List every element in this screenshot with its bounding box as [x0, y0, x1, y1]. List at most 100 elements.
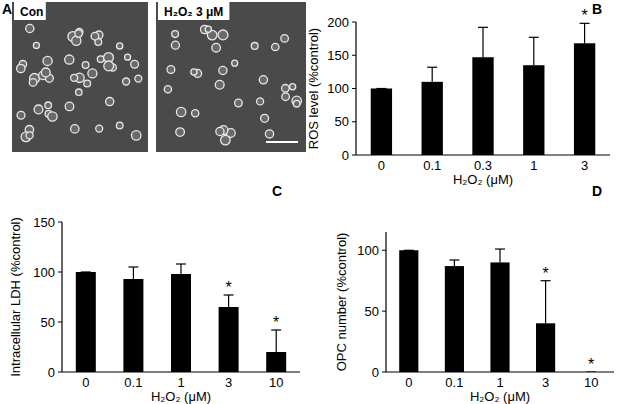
label-box — [158, 2, 229, 20]
y-tick-label: 0 — [342, 148, 349, 163]
x-tick-label: 0.1 — [445, 375, 463, 390]
bar — [422, 82, 443, 155]
x-tick-label: 3 — [225, 375, 232, 390]
error-stem — [533, 37, 534, 65]
cell — [221, 135, 231, 145]
error-cap — [478, 27, 488, 28]
y-tick-label: 100 — [357, 243, 379, 258]
error-stem — [276, 330, 277, 352]
label-box — [14, 2, 46, 20]
cell — [131, 60, 139, 68]
cell — [76, 89, 82, 95]
bar — [574, 43, 595, 155]
cell — [215, 80, 224, 89]
error-bar — [224, 295, 234, 307]
cell — [176, 128, 185, 137]
cell — [117, 43, 123, 49]
cell — [71, 74, 78, 81]
error-cap — [128, 266, 138, 267]
x-tick-label: 3 — [581, 158, 588, 173]
panel-letter: C — [272, 183, 282, 199]
x-axis-title: H₂O₂ (μM) — [470, 389, 530, 404]
significance: * — [542, 265, 548, 282]
cell — [125, 54, 131, 60]
x-tick-label: 1 — [496, 375, 503, 390]
cell — [167, 66, 175, 74]
y-tick-label: 200 — [327, 15, 349, 30]
cell — [281, 35, 289, 43]
error-bar — [478, 27, 488, 57]
error-stem — [180, 264, 181, 274]
error-bar — [271, 330, 281, 352]
scale-bar — [266, 141, 298, 143]
x-axis-title: H₂O₂ (μM) — [453, 172, 513, 187]
cell — [172, 31, 179, 38]
error-cap — [176, 263, 186, 264]
cell — [65, 102, 74, 111]
x-tick-label: 0.1 — [124, 375, 142, 390]
cell — [272, 43, 279, 50]
error-cap — [81, 271, 91, 272]
error-stem — [432, 67, 433, 82]
cell — [257, 98, 264, 105]
error-bar — [449, 260, 459, 266]
x-tick-label: 10 — [584, 375, 598, 390]
cell — [192, 110, 199, 117]
y-tick-label: 150 — [33, 215, 55, 230]
cell — [26, 132, 33, 139]
panel-letter: D — [592, 183, 602, 199]
bar — [536, 323, 555, 372]
error-cap — [449, 259, 459, 260]
y-axis — [61, 222, 62, 372]
cell — [34, 105, 43, 114]
cell — [106, 98, 114, 106]
cell — [17, 64, 25, 72]
bar — [76, 272, 96, 372]
cell — [43, 56, 52, 65]
x-tick-label: 1 — [530, 158, 537, 173]
error-cap — [427, 67, 437, 68]
error-stem — [482, 27, 483, 57]
y-tick-label: 0 — [372, 365, 379, 380]
y-tick-label: 50 — [41, 315, 55, 330]
bars — [371, 23, 596, 155]
cell — [293, 100, 300, 107]
y-axis — [355, 22, 356, 155]
x-tick-label: 3 — [542, 375, 549, 390]
error-bar — [541, 281, 551, 324]
error-bar — [376, 88, 386, 89]
cell — [26, 24, 34, 32]
cell — [116, 122, 123, 129]
micrograph: Con — [12, 2, 148, 152]
cell — [45, 102, 52, 109]
y-tick-label: 100 — [327, 81, 349, 96]
error-stem — [584, 23, 585, 43]
cell — [218, 30, 228, 40]
significance: * — [273, 314, 279, 331]
significance: * — [581, 7, 587, 24]
image-background — [12, 2, 148, 152]
error-stem — [499, 249, 500, 262]
x-tick-label: 10 — [269, 375, 283, 390]
y-axis — [385, 232, 386, 372]
x-tick-label: 0.3 — [474, 158, 492, 173]
bar — [472, 57, 493, 155]
bar — [266, 352, 286, 372]
cell — [135, 75, 142, 82]
bar — [219, 307, 239, 372]
cell — [290, 84, 296, 90]
bar — [399, 250, 418, 372]
cell — [282, 85, 290, 93]
bar — [171, 274, 191, 372]
error-bar — [580, 23, 590, 43]
cell — [29, 79, 37, 87]
error-bar — [176, 264, 186, 274]
significance: * — [588, 356, 594, 373]
cell — [71, 125, 79, 133]
cell — [33, 42, 39, 48]
cell — [164, 86, 171, 93]
cell — [88, 69, 97, 78]
micrograph: H₂O₂ 3 μM — [156, 2, 306, 152]
error-stem — [133, 267, 134, 279]
x-axis-title: H₂O₂ (μM) — [151, 389, 211, 404]
